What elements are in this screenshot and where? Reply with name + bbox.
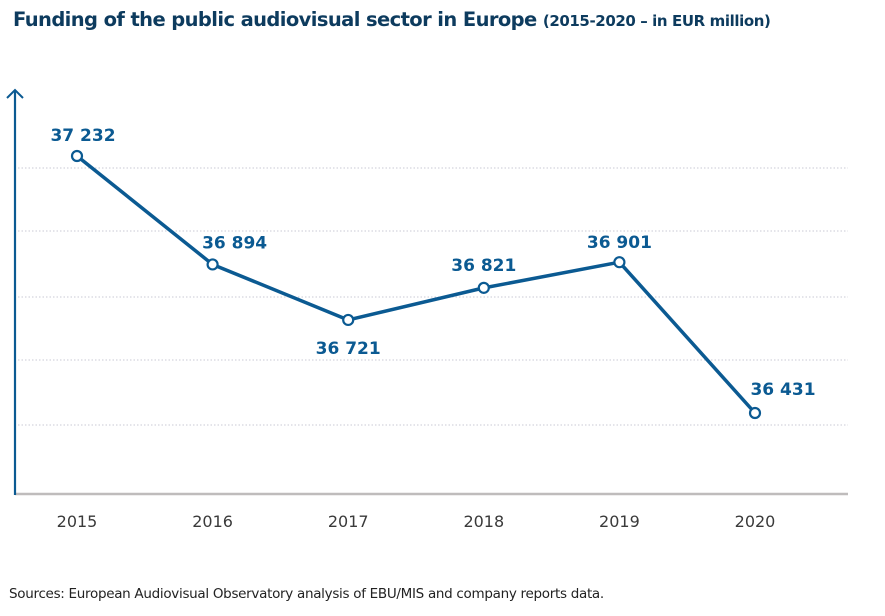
data-label: 36 721 (316, 339, 381, 359)
data-label: 36 901 (587, 233, 652, 253)
y-axis-arrow-icon (6, 88, 24, 99)
data-point-marker (748, 406, 762, 420)
data-labels: 37 232 36 894 36 721 36 821 36 901 36 431 (50, 126, 815, 400)
data-label: 36 431 (750, 380, 815, 400)
chart-title-main: Funding of the public audiovisual sector… (13, 8, 537, 31)
data-label: 37 232 (50, 126, 115, 146)
chart-title: Funding of the public audiovisual sector… (13, 8, 771, 31)
x-tick-label: 2017 (328, 512, 369, 531)
data-label: 36 821 (451, 256, 516, 276)
x-axis-ticks: 2015 2016 2017 2018 2019 2020 (57, 512, 776, 531)
data-point-marker (342, 313, 355, 327)
data-point-marker (70, 149, 84, 163)
x-tick-label: 2016 (192, 512, 233, 531)
x-tick-label: 2015 (57, 512, 98, 531)
axes (6, 88, 848, 496)
x-tick-label: 2018 (463, 512, 504, 531)
source-note: Sources: European Audiovisual Observator… (9, 586, 604, 602)
data-label: 36 894 (202, 233, 267, 253)
data-point-marker (613, 256, 626, 269)
series-line (75, 154, 757, 415)
chart-title-subtitle: (2015-2020 – in EUR million) (542, 12, 771, 30)
data-point-marker (477, 281, 490, 294)
x-tick-label: 2020 (735, 512, 776, 531)
data-point-marker (206, 258, 219, 271)
x-tick-label: 2019 (599, 512, 640, 531)
series-funding (70, 149, 762, 420)
